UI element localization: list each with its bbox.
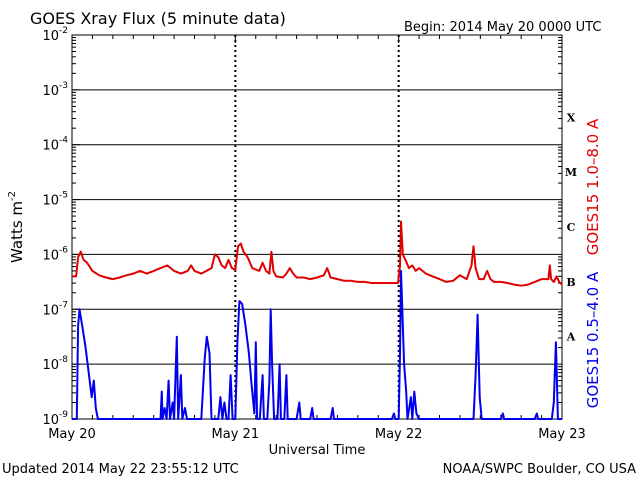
y-tick-label: 10-6 xyxy=(42,245,68,263)
y-tick-label: 10-2 xyxy=(42,26,68,44)
chart-title: GOES Xray Flux (5 minute data) xyxy=(30,9,286,28)
flare-class-label: A xyxy=(566,331,576,344)
x-axis: May 20 May 21 May 22 May 23 xyxy=(48,35,586,442)
y-tick-exponent: -3 xyxy=(59,81,68,91)
x-tick-label: May 21 xyxy=(212,427,260,442)
x-axis-title: Universal Time xyxy=(269,443,366,458)
flare-class-labels: A B C M X xyxy=(565,111,577,343)
y-tick-label: 10-4 xyxy=(42,136,68,154)
updated-time: Updated 2014 May 22 23:55:12 UTC xyxy=(2,462,239,477)
flare-class-label: C xyxy=(567,221,576,234)
plot-frame xyxy=(71,34,563,420)
legend-short-channel: GOES15 0.5–4.0 A xyxy=(584,271,602,408)
begin-time: Begin: 2014 May 20 0000 UTC xyxy=(404,20,601,35)
flare-class-label: X xyxy=(567,111,576,124)
y-axis: 10-9 10-8 10-7 10-6 10-5 10-4 10-3 10-2 xyxy=(42,26,562,428)
y-tick-exponent: -9 xyxy=(59,410,68,420)
x-tick-label: May 22 xyxy=(375,427,423,442)
y-tick-exponent: -6 xyxy=(59,245,68,255)
series-line-long-channel xyxy=(72,220,563,287)
flare-class-label: B xyxy=(566,276,575,289)
y-axis-title: Watts m-2 xyxy=(7,191,26,263)
x-tick-label: May 20 xyxy=(48,427,96,442)
y-tick-label: 10-3 xyxy=(42,81,68,99)
legend-long-channel: GOES15 1.0–8.0 A xyxy=(584,118,602,255)
y-tick-label: 10-9 xyxy=(42,410,68,428)
credit: NOAA/SWPC Boulder, CO USA xyxy=(443,462,636,477)
y-tick-exponent: -4 xyxy=(59,136,68,146)
y-tick-exponent: -2 xyxy=(59,26,68,36)
flare-class-label: M xyxy=(565,166,577,179)
series-lines xyxy=(72,220,563,420)
y-tick-exponent: -7 xyxy=(59,300,68,310)
y-tick-label: 10-7 xyxy=(42,300,68,318)
y-tick-label: 10-8 xyxy=(42,355,68,373)
series-line-short-channel xyxy=(72,269,562,420)
y-tick-label: 10-5 xyxy=(42,191,68,209)
grid xyxy=(72,35,562,419)
x-tick-label: May 23 xyxy=(538,427,586,442)
y-tick-exponent: -8 xyxy=(59,355,68,365)
y-tick-exponent: -5 xyxy=(59,191,68,201)
